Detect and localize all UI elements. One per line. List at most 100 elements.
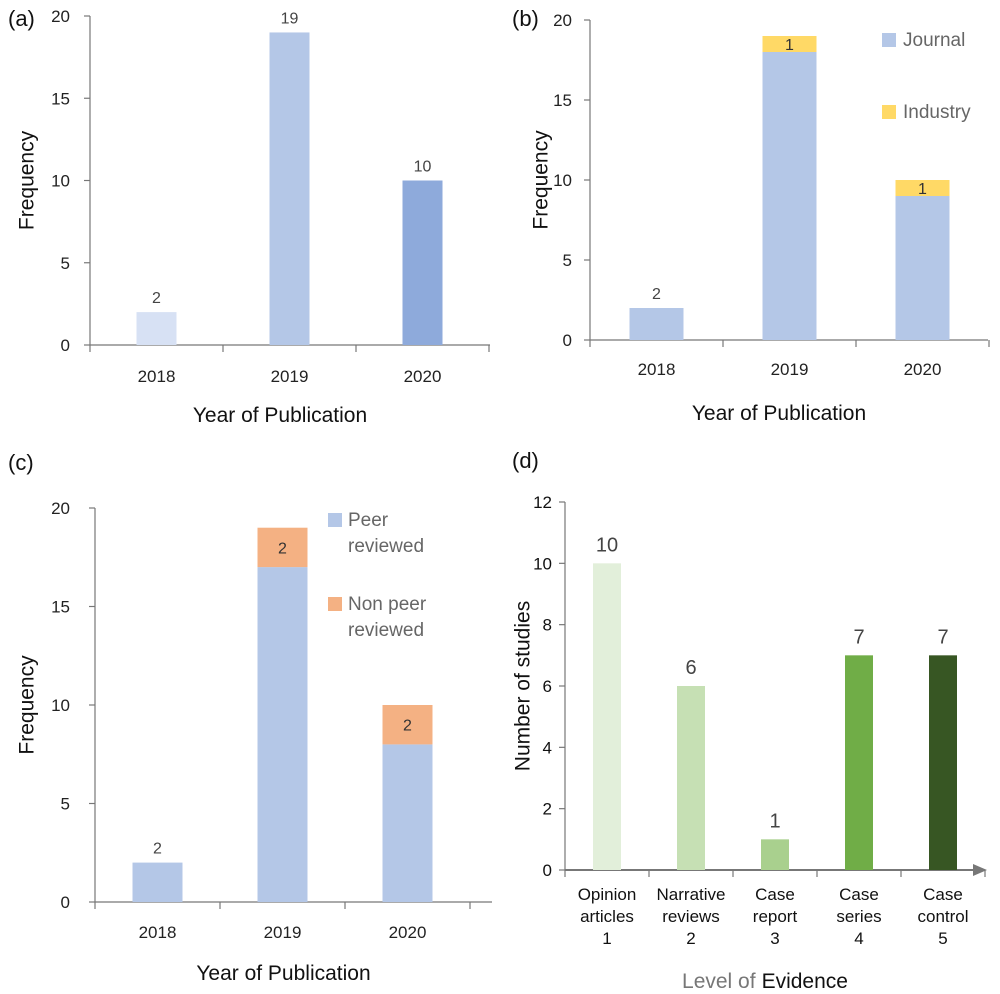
data-label: 2 bbox=[403, 718, 412, 735]
y-axis-title: Frequency bbox=[15, 130, 38, 230]
data-label: 2 bbox=[152, 290, 161, 307]
x-tick-label: 2018 bbox=[638, 360, 676, 379]
data-label: 6 bbox=[685, 657, 696, 679]
x-tick-label: reviews bbox=[662, 907, 720, 926]
bar-non-peer-reviewed-1 bbox=[257, 527, 308, 568]
x-tick-label: 1 bbox=[602, 929, 611, 948]
legend-label: reviewed bbox=[348, 620, 424, 641]
x-tick-label: 2019 bbox=[264, 923, 302, 942]
x-axis-title-part: Evidence bbox=[762, 970, 848, 993]
y-tick-label: 10 bbox=[51, 696, 70, 715]
data-label: 10 bbox=[414, 159, 432, 176]
x-tick-label: 2020 bbox=[389, 923, 427, 942]
bar-2 bbox=[761, 839, 789, 870]
x-axis-title: Year of Publication bbox=[193, 404, 367, 427]
x-tick-label: 5 bbox=[938, 929, 947, 948]
chart-panel-a: (a) 0 5 10 15 20 2 19 10 2018 2019 2020 Frequency Yea… bbox=[8, 6, 490, 427]
bar-journal-2 bbox=[895, 196, 950, 340]
x-tick-label: Case bbox=[923, 885, 963, 904]
data-label: 2 bbox=[652, 286, 661, 303]
bar-industry-1 bbox=[762, 36, 817, 52]
y-tick-label: 5 bbox=[563, 251, 572, 270]
y-tick-label: 4 bbox=[543, 738, 552, 757]
y-tick-label: 0 bbox=[563, 331, 572, 350]
y-tick-label: 0 bbox=[543, 861, 552, 880]
y-tick-label: 0 bbox=[61, 336, 70, 355]
bar-1 bbox=[269, 32, 310, 345]
legend-label: Industry bbox=[903, 102, 971, 123]
legend-swatch bbox=[882, 105, 896, 119]
legend-label: Peer bbox=[348, 510, 389, 531]
bar-peer-reviewed-0 bbox=[132, 862, 183, 902]
legend-label: reviewed bbox=[348, 536, 424, 557]
chart-panel-c: (c) 0 5 10 15 20 2 2 2 2018 2019 2020 Frequency Year … bbox=[8, 450, 492, 985]
bar-peer-reviewed-2 bbox=[382, 744, 433, 902]
bar-2 bbox=[402, 180, 443, 345]
bar-journal-1 bbox=[762, 52, 817, 340]
chart-panel-d: (d) 0 2 4 6 8 10 12 10 6 1 7 7 Opinion articles 1 Narrat… bbox=[511, 448, 987, 993]
y-tick-label: 0 bbox=[61, 893, 70, 912]
y-tick-label: 10 bbox=[533, 554, 552, 573]
data-label: 2 bbox=[153, 841, 162, 858]
x-axis-title: Year of Publication bbox=[196, 962, 370, 985]
legend-swatch bbox=[328, 597, 342, 611]
y-tick-label: 15 bbox=[51, 598, 70, 617]
y-tick-label: 15 bbox=[51, 89, 70, 108]
x-tick-label: 2020 bbox=[904, 360, 942, 379]
y-axis-title: Number of studies bbox=[511, 601, 534, 771]
x-axis-title: Level of Evidence bbox=[682, 970, 848, 993]
bar-peer-reviewed-1 bbox=[257, 567, 308, 902]
y-tick-label: 20 bbox=[51, 7, 70, 26]
x-tick-label: 3 bbox=[770, 929, 779, 948]
y-tick-label: 6 bbox=[543, 677, 552, 696]
x-axis-title-part: Level of bbox=[682, 970, 756, 993]
data-label: 2 bbox=[278, 540, 287, 557]
data-label: 10 bbox=[596, 534, 618, 556]
data-label: 19 bbox=[281, 10, 299, 27]
data-label: 7 bbox=[937, 626, 948, 648]
y-tick-label: 20 bbox=[51, 499, 70, 518]
x-tick-label: Case bbox=[755, 885, 795, 904]
y-tick-label: 12 bbox=[533, 493, 552, 512]
panel-label: (c) bbox=[8, 450, 34, 475]
x-tick-label: 2018 bbox=[139, 923, 177, 942]
data-label: 1 bbox=[785, 37, 794, 54]
y-tick-label: 8 bbox=[543, 616, 552, 635]
bar-journal-0 bbox=[629, 308, 684, 340]
y-axis-title: Frequency bbox=[529, 130, 552, 230]
x-tick-label: 2018 bbox=[138, 367, 176, 386]
y-tick-label: 10 bbox=[51, 172, 70, 191]
x-tick-label: control bbox=[917, 907, 968, 926]
legend-swatch bbox=[328, 513, 342, 527]
y-tick-label: 5 bbox=[61, 254, 70, 273]
y-tick-label: 20 bbox=[553, 11, 572, 30]
y-tick-label: 2 bbox=[543, 800, 552, 819]
x-tick-label: 4 bbox=[854, 929, 863, 948]
x-tick-label: Opinion bbox=[578, 885, 637, 904]
data-label: 1 bbox=[769, 810, 780, 832]
x-tick-label: series bbox=[836, 907, 881, 926]
x-tick-label: Narrative bbox=[657, 885, 726, 904]
bar-1 bbox=[677, 686, 705, 870]
legend-swatch bbox=[882, 33, 896, 47]
panel-label: (b) bbox=[512, 6, 539, 31]
x-axis-title: Year of Publication bbox=[692, 402, 866, 425]
x-tick-label: 2019 bbox=[271, 367, 309, 386]
x-tick-label: 2019 bbox=[771, 360, 809, 379]
x-tick-label: 2 bbox=[686, 929, 695, 948]
x-tick-label: report bbox=[753, 907, 798, 926]
legend-label: Non peer bbox=[348, 594, 427, 615]
bar-0 bbox=[593, 563, 621, 870]
panel-label: (d) bbox=[512, 448, 539, 473]
bar-0 bbox=[136, 312, 177, 345]
y-axis-title: Frequency bbox=[15, 655, 38, 755]
bar-4 bbox=[929, 655, 957, 870]
chart-panel-b: (b) 0 5 10 15 20 2 1 1 2018 2019 2020 Frequency Year … bbox=[512, 6, 990, 425]
y-tick-label: 15 bbox=[553, 91, 572, 110]
data-label: 7 bbox=[853, 626, 864, 648]
x-axis-arrow-icon bbox=[973, 864, 987, 876]
bar-non-peer-reviewed-2 bbox=[382, 705, 433, 745]
panel-label: (a) bbox=[8, 6, 35, 31]
y-tick-label: 5 bbox=[61, 795, 70, 814]
